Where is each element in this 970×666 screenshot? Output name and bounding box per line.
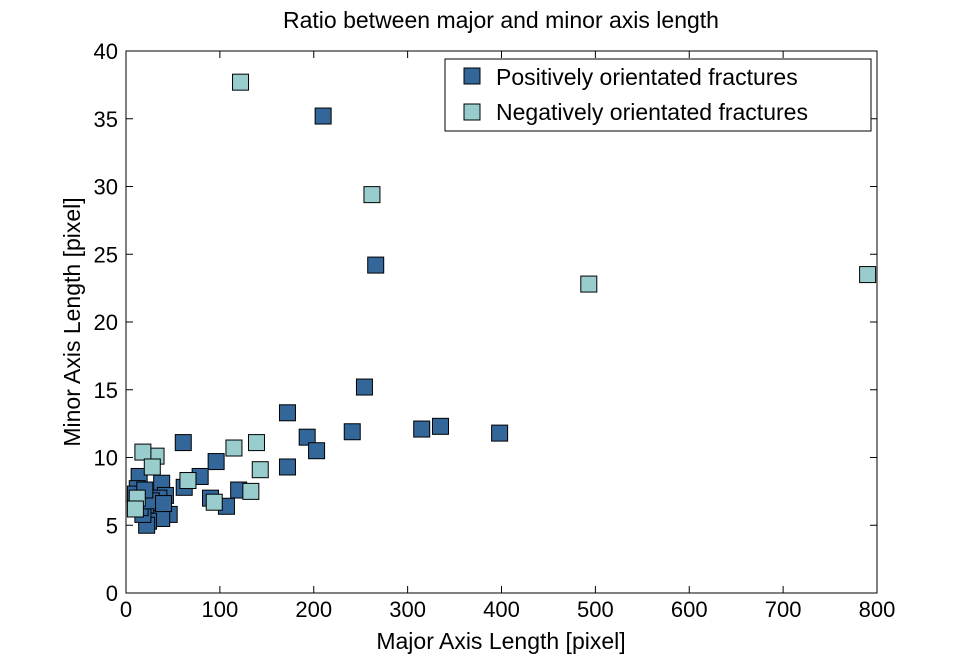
point-positive bbox=[298, 428, 316, 446]
point-positive bbox=[431, 417, 449, 435]
y-tick-label: 20 bbox=[94, 310, 118, 335]
point-negative bbox=[242, 482, 260, 500]
point-positive bbox=[413, 420, 431, 438]
point-negative bbox=[126, 500, 144, 518]
point-negative bbox=[363, 186, 381, 204]
point-positive bbox=[491, 424, 509, 442]
point-positive bbox=[278, 404, 296, 422]
point-negative bbox=[225, 439, 243, 457]
chart-title: Ratio between major and minor axis lengt… bbox=[283, 7, 719, 33]
point-positive bbox=[367, 256, 385, 274]
point-negative bbox=[232, 73, 250, 91]
y-tick-label: 5 bbox=[106, 513, 118, 538]
legend-label-positive: Positively orientated fractures bbox=[496, 64, 798, 90]
y-tick-label: 40 bbox=[94, 39, 118, 64]
legend-label-negative: Negatively orientated fractures bbox=[496, 99, 808, 125]
point-positive bbox=[355, 378, 373, 396]
y-tick-label: 25 bbox=[94, 242, 118, 267]
x-axis-label: Major Axis Length [pixel] bbox=[376, 628, 625, 654]
point-negative bbox=[859, 266, 877, 284]
x-tick-label: 0 bbox=[120, 597, 132, 622]
x-tick-label: 300 bbox=[389, 597, 426, 622]
point-negative bbox=[205, 493, 223, 511]
x-tick-label: 100 bbox=[202, 597, 239, 622]
point-negative bbox=[134, 443, 152, 461]
x-tick-label: 800 bbox=[859, 597, 896, 622]
y-tick-label: 30 bbox=[94, 175, 118, 200]
point-negative bbox=[247, 434, 265, 452]
y-tick-label: 35 bbox=[94, 107, 118, 132]
point-negative bbox=[179, 472, 197, 490]
x-tick-label: 600 bbox=[671, 597, 708, 622]
point-positive bbox=[278, 458, 296, 476]
plot-area bbox=[125, 50, 878, 594]
legend-marker-positive bbox=[463, 67, 481, 85]
y-tick-label: 15 bbox=[94, 378, 118, 403]
data-points bbox=[126, 73, 877, 534]
point-positive bbox=[343, 423, 361, 441]
point-positive bbox=[207, 453, 225, 471]
x-tick-label: 400 bbox=[483, 597, 520, 622]
point-positive bbox=[155, 495, 173, 513]
point-negative bbox=[251, 461, 269, 479]
y-tick-label: 0 bbox=[106, 581, 118, 606]
x-tick-label: 500 bbox=[577, 597, 614, 622]
point-negative bbox=[143, 458, 161, 476]
point-positive bbox=[308, 442, 326, 460]
y-tick-label: 10 bbox=[94, 446, 118, 471]
point-positive bbox=[314, 107, 332, 125]
point-negative bbox=[580, 275, 598, 293]
legend: Positively orientated fractures Negative… bbox=[444, 58, 872, 132]
axis-tick-labels: 0 100 200 300 400 500 600 700 800 0 5 10 15 20 25 30 35 4… bbox=[94, 39, 896, 622]
y-axis-label: Minor Axis Length [pixel] bbox=[59, 197, 85, 446]
axis-ticks bbox=[125, 50, 878, 594]
point-positive bbox=[174, 434, 192, 452]
legend-box bbox=[444, 58, 872, 132]
x-tick-label: 700 bbox=[765, 597, 802, 622]
legend-marker-negative bbox=[463, 103, 481, 121]
x-tick-label: 200 bbox=[295, 597, 332, 622]
